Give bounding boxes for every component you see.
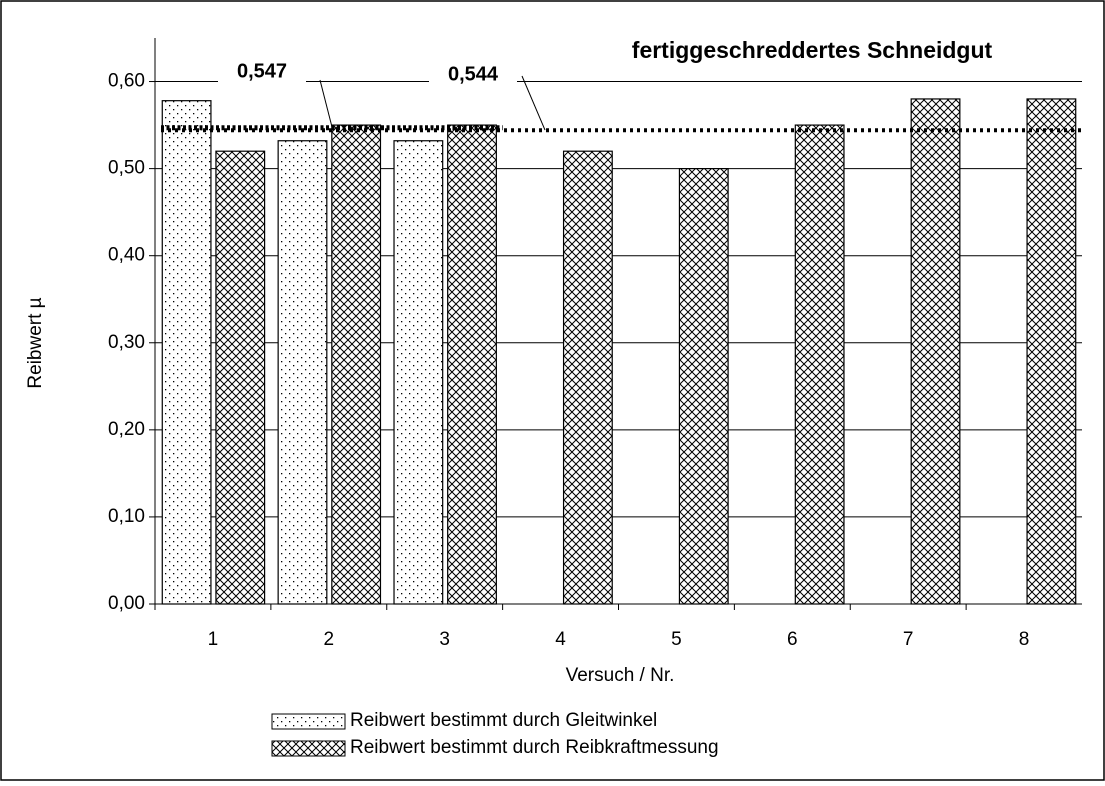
annotation: 0,544 <box>448 63 499 85</box>
y-tick-label: 0,10 <box>108 506 145 527</box>
x-tick-label: 7 <box>903 629 914 650</box>
y-tick-label: 0,30 <box>108 332 145 353</box>
legend-swatch <box>271 740 346 757</box>
leader-line <box>319 79 333 128</box>
legend-label: Reibwert bestimmt durch Gleitwinkel <box>350 710 657 731</box>
y-axis-label: Reibwert µ <box>25 297 46 388</box>
legend-swatch <box>271 713 346 730</box>
x-tick-label: 1 <box>208 629 219 650</box>
y-tick-label: 0,60 <box>108 71 145 92</box>
annotation-box <box>218 60 306 84</box>
y-tick-label: 0,40 <box>108 245 145 266</box>
legend-label: Reibwert bestimmt durch Reibkraftmessung <box>350 737 719 758</box>
x-tick-label: 2 <box>324 629 335 650</box>
x-axis-label: Versuch / Nr. <box>566 665 675 686</box>
annotation-box <box>429 63 517 87</box>
bar <box>277 140 328 605</box>
x-tick-label: 3 <box>439 629 450 650</box>
x-tick-label: 6 <box>787 629 798 650</box>
bar <box>562 150 613 605</box>
bar <box>794 124 845 605</box>
leader-line <box>521 75 546 131</box>
y-tick-label: 0,00 <box>108 593 145 614</box>
bar <box>215 150 266 605</box>
x-tick-label: 5 <box>671 629 682 650</box>
bar <box>1026 98 1077 605</box>
bar <box>910 98 961 605</box>
bar <box>393 140 444 605</box>
bar <box>161 100 212 605</box>
bar <box>447 124 497 605</box>
y-tick-label: 0,20 <box>108 419 145 440</box>
x-tick-label: 4 <box>555 629 566 650</box>
chart-title: fertiggeschreddertes Schneidgut <box>632 37 993 63</box>
annotation: 0,547 <box>237 60 287 82</box>
y-tick-label: 0,50 <box>108 158 145 179</box>
x-tick-label: 8 <box>1019 629 1030 650</box>
bar <box>331 124 382 605</box>
bar <box>678 168 729 605</box>
